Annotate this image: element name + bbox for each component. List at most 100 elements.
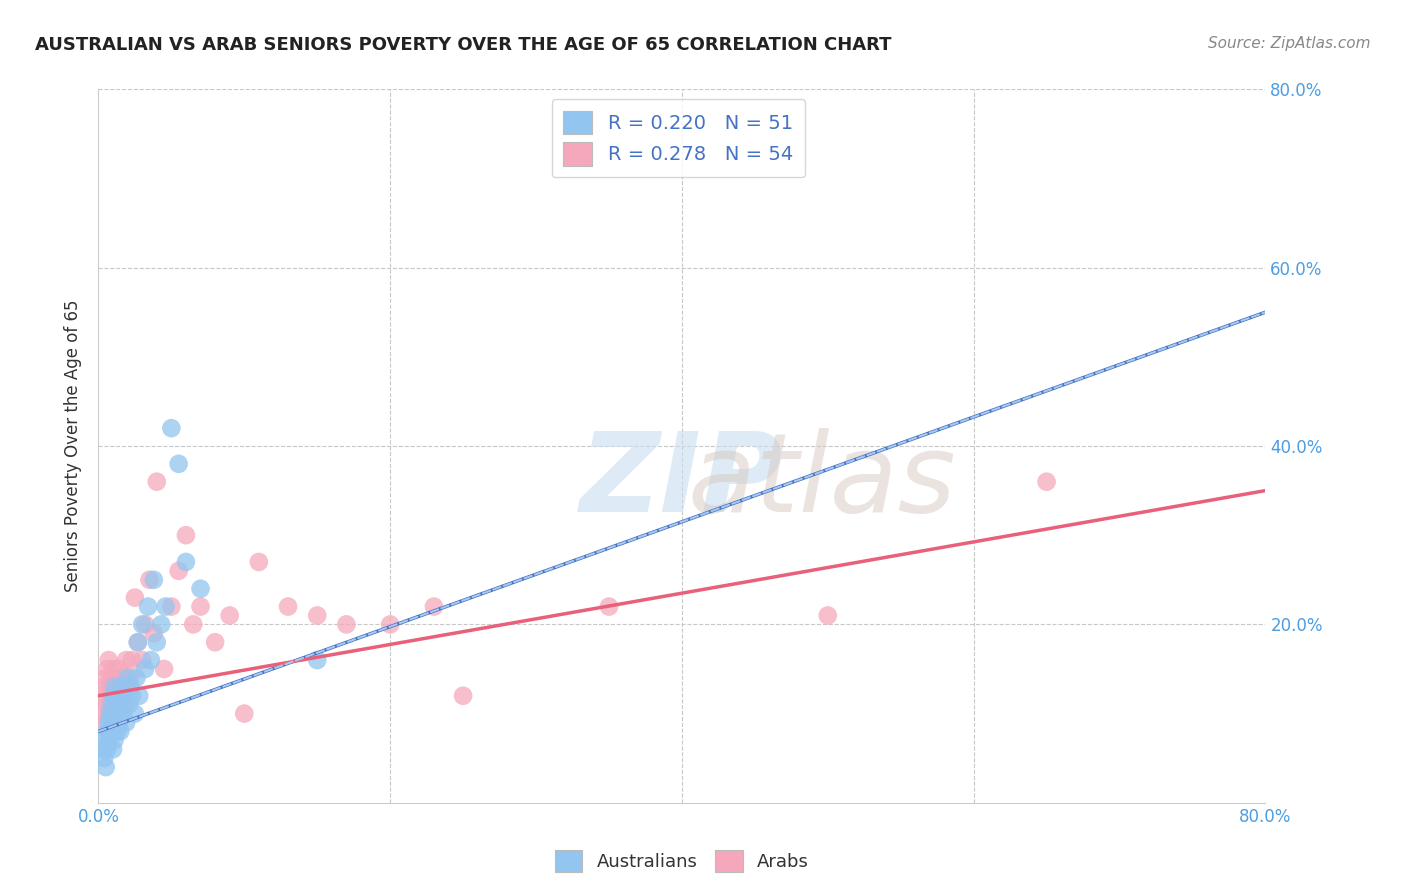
Point [204,635,226,649]
Point [114,698,136,712]
Point [160,421,183,435]
Point [108,715,131,730]
Point [104,698,127,712]
Point [103,733,125,747]
Point [247,555,270,569]
Point [181,617,204,632]
Point [160,599,183,614]
Point [307,653,329,667]
Point [101,724,124,739]
Point [110,724,132,739]
Point [423,599,446,614]
Point [110,698,132,712]
Point [335,617,357,632]
Point [103,680,125,694]
Point [103,680,125,694]
Point [108,706,131,721]
Point [97,733,120,747]
Point [101,706,124,721]
Point [120,671,142,685]
Point [104,715,127,730]
Text: AUSTRALIAN VS ARAB SENIORS POVERTY OVER THE AGE OF 65 CORRELATION CHART: AUSTRALIAN VS ARAB SENIORS POVERTY OVER … [35,36,891,54]
Point [167,564,190,578]
Point [101,742,124,756]
Point [98,706,121,721]
Point [121,689,143,703]
Point [103,706,125,721]
Point [93,751,115,765]
Point [98,689,121,703]
Point [155,599,177,614]
Point [112,671,135,685]
Point [277,599,299,614]
Point [91,706,114,721]
Point [105,671,128,685]
Point [817,608,839,623]
Point [118,698,141,712]
Text: Source: ZipAtlas.com: Source: ZipAtlas.com [1208,36,1371,51]
Point [101,662,124,676]
Point [134,662,156,676]
Text: ZIP: ZIP [581,428,783,535]
Point [138,573,160,587]
Point [127,635,149,649]
Point [112,706,135,721]
Point [167,457,190,471]
Point [91,742,114,756]
Point [120,680,142,694]
Point [94,733,117,747]
Point [98,680,121,694]
Point [218,608,240,623]
Point [378,617,402,632]
Point [110,680,132,694]
Point [139,653,162,667]
Point [307,608,329,623]
Point [93,680,115,694]
Point [117,671,139,685]
Point [124,591,146,605]
Point [125,671,148,685]
Point [94,760,117,774]
Y-axis label: Seniors Poverty Over the Age of 65: Seniors Poverty Over the Age of 65 [65,300,83,592]
Point [96,742,118,756]
Point [111,680,134,694]
Point [190,599,212,614]
Point [114,689,136,703]
Point [150,617,173,632]
Point [96,662,118,676]
Point [142,626,165,640]
Point [174,555,197,569]
Point [146,635,169,649]
Point [127,635,149,649]
Text: atlas: atlas [688,428,956,535]
Point [104,698,127,712]
Point [121,653,143,667]
Point [90,689,112,703]
Point [233,706,256,721]
Legend: Australians, Arabs: Australians, Arabs [548,843,815,880]
Point [100,698,122,712]
Point [101,689,124,703]
Point [101,689,124,703]
Point [97,715,120,730]
Point [451,689,474,703]
Point [131,617,153,632]
Point [136,599,159,614]
Point [131,653,153,667]
Point [117,680,139,694]
Point [100,715,122,730]
Point [115,715,138,730]
Point [94,715,117,730]
Point [108,662,131,676]
Point [98,724,121,739]
Point [134,617,156,632]
Point [1035,475,1057,489]
Point [96,698,118,712]
Point [190,582,212,596]
Point [153,662,176,676]
Point [105,689,128,703]
Point [124,706,146,721]
Point [128,689,150,703]
Point [115,653,138,667]
Point [105,724,128,739]
